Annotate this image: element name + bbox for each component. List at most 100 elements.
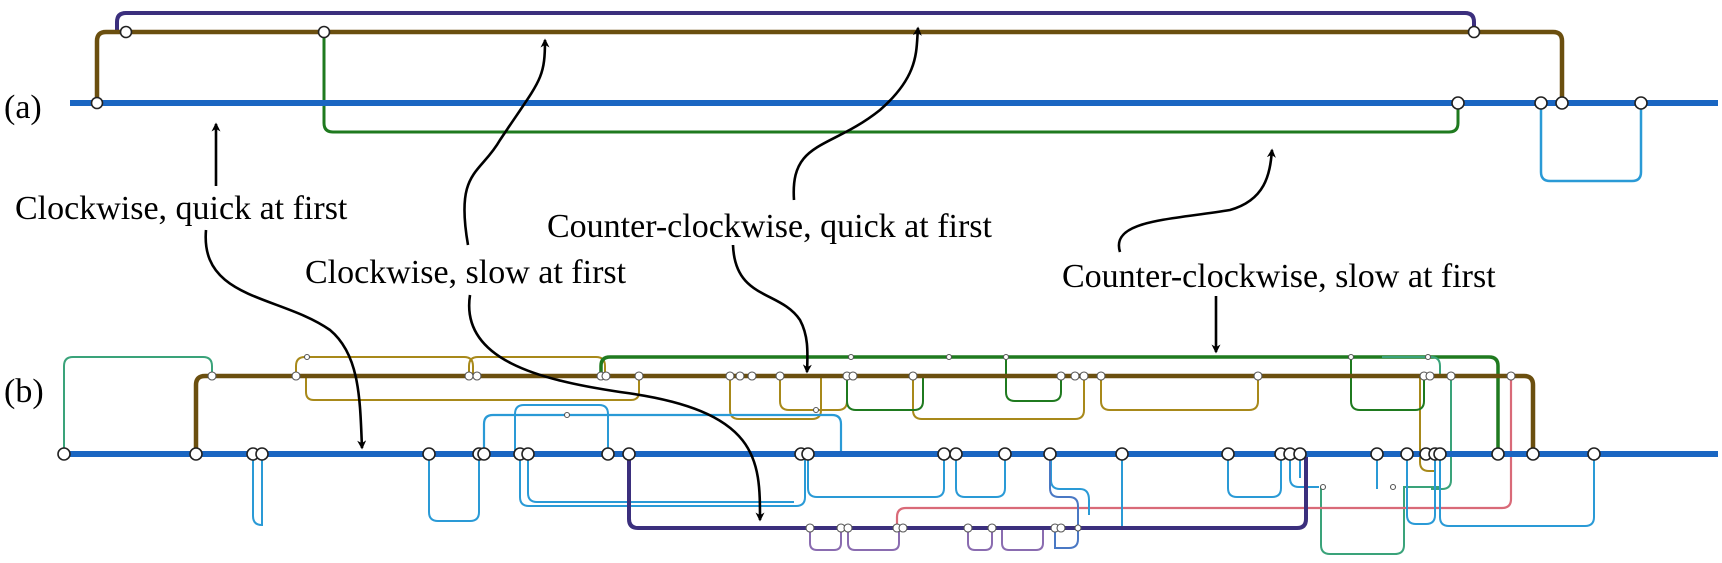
- stop: [898, 523, 908, 533]
- line-b-lb-5: [519, 454, 806, 507]
- label-bg: [302, 250, 692, 290]
- stop: [1253, 371, 1263, 381]
- arrow-cw-slow-down: [467, 294, 765, 522]
- stop: [622, 447, 636, 461]
- stop: [843, 523, 853, 533]
- stop: [1451, 96, 1465, 110]
- stop: [937, 447, 951, 461]
- stop: [563, 411, 571, 419]
- stop: [805, 523, 815, 533]
- stop: [1555, 96, 1569, 110]
- stop: [255, 447, 269, 461]
- stop: [747, 371, 757, 381]
- line-b-lb-11: [1227, 454, 1282, 498]
- line-b-lb-12: [1289, 454, 1319, 488]
- stop: [1433, 447, 1447, 461]
- line-a-brown: [94, 29, 1565, 103]
- label-bg: [544, 204, 1079, 244]
- stop: [1587, 447, 1601, 461]
- arrow-cw-slow-up: [463, 38, 550, 246]
- label-cw-quick: Clockwise, quick at first: [15, 190, 348, 227]
- label-bg: [1060, 254, 1585, 294]
- label-cw-slow: Clockwise, slow at first: [305, 254, 627, 291]
- line-b-olive-6: [912, 376, 1085, 420]
- line-b-lb-8: [955, 454, 1006, 498]
- stop: [303, 353, 311, 361]
- line-b-bluemid: [1049, 454, 1079, 549]
- line-b-lb-3: [482, 413, 843, 454]
- stop: [1526, 447, 1540, 461]
- line-b-lb-9: [1050, 454, 1090, 515]
- label-ccw-slow: Counter-clockwise, slow at first: [1062, 258, 1496, 295]
- stop: [1347, 353, 1355, 361]
- stop: [119, 25, 133, 39]
- line-b-olive-7: [1100, 376, 1259, 411]
- annotation-labels: Clockwise, quick at first Clockwise, slo…: [12, 186, 1585, 295]
- line-b-lb-13: [1406, 454, 1436, 525]
- stop: [1370, 447, 1384, 461]
- stop: [464, 371, 474, 381]
- line-b-lb-4: [514, 404, 609, 454]
- panel-b: (b): [4, 353, 1718, 555]
- line-b-purple-1: [809, 528, 842, 551]
- annotation-arrows: [204, 26, 1276, 522]
- stop: [472, 371, 482, 381]
- stop: [1221, 447, 1235, 461]
- stop: [1506, 371, 1516, 381]
- line-a-navy: [115, 11, 1476, 31]
- stop: [1425, 371, 1435, 381]
- line-b-lb-7: [807, 454, 945, 498]
- arrow-cw-quick-down: [204, 229, 367, 450]
- stop: [812, 406, 820, 414]
- stop: [207, 371, 217, 381]
- stop: [848, 371, 858, 381]
- stop: [998, 447, 1012, 461]
- line-b-lb-6: [527, 454, 794, 503]
- stop: [477, 447, 491, 461]
- line-b-teal-left: [63, 356, 213, 454]
- stop: [949, 447, 963, 461]
- stop: [1002, 353, 1010, 361]
- line-b-lb-2: [428, 454, 480, 522]
- stop: [725, 371, 735, 381]
- label-bg: [12, 186, 417, 226]
- stop: [1070, 371, 1080, 381]
- line-b-olive-4: [729, 376, 822, 420]
- panel-b-label: (b): [4, 373, 44, 410]
- stop: [1293, 447, 1307, 461]
- line-b-green: [599, 355, 1500, 454]
- stop: [1634, 96, 1648, 110]
- stop: [57, 447, 71, 461]
- line-b-lb-14: [1439, 454, 1595, 527]
- stop: [987, 523, 997, 533]
- arrow-ccw-quick-up: [792, 26, 922, 201]
- line-b-purple-4: [1001, 528, 1044, 551]
- panel-a: (a): [4, 11, 1718, 183]
- line-b-navy: [627, 454, 1308, 530]
- line-b-green-4: [1350, 357, 1425, 411]
- stop: [189, 447, 203, 461]
- line-b-pink: [895, 376, 1513, 528]
- stop: [1491, 447, 1505, 461]
- stop: [735, 371, 745, 381]
- arrow-ccw-quick-down: [731, 244, 812, 374]
- stop: [422, 447, 436, 461]
- line-b-olive-8: [1419, 376, 1436, 472]
- stop: [1074, 524, 1082, 532]
- stop: [1467, 25, 1481, 39]
- stop: [801, 447, 815, 461]
- stop: [1096, 371, 1106, 381]
- label-ccw-quick: Counter-clockwise, quick at first: [547, 208, 993, 245]
- stop: [775, 371, 785, 381]
- stop: [521, 447, 535, 461]
- line-b-green-2: [846, 376, 924, 411]
- stop: [1115, 447, 1129, 461]
- line-a-lightblue: [1539, 103, 1643, 183]
- stop: [1400, 447, 1414, 461]
- line-b-brown: [193, 373, 1536, 454]
- line-b-purple-3: [967, 528, 993, 551]
- line-b-teal-right-2: [1431, 376, 1452, 490]
- arrow-ccw-slow-up: [1117, 148, 1276, 253]
- stop: [1446, 371, 1456, 381]
